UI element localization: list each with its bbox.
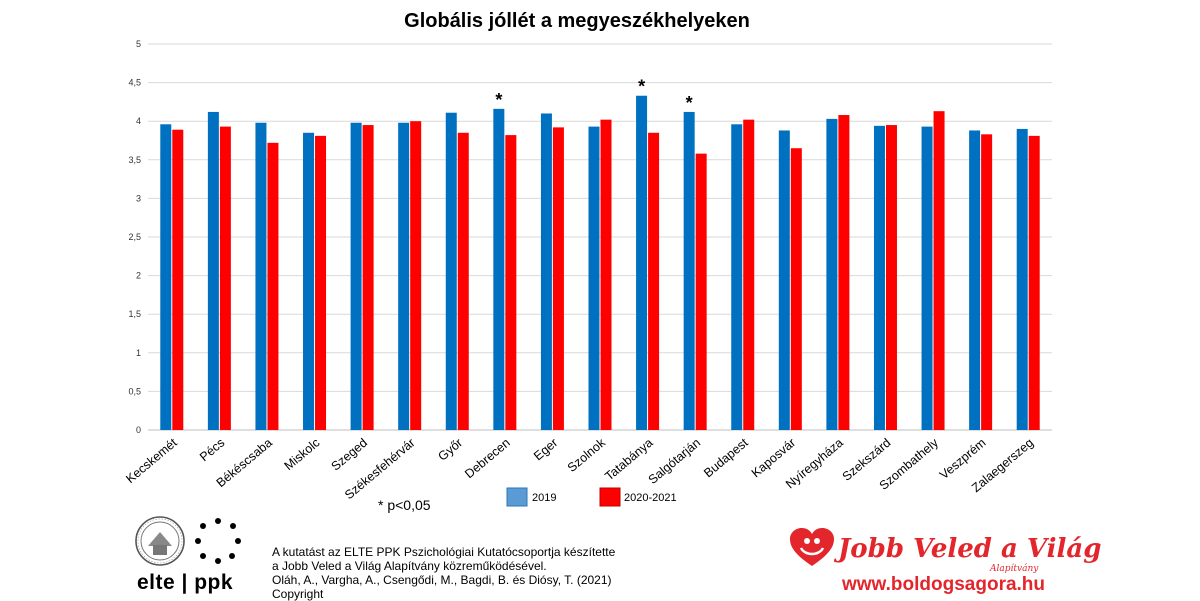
legend-label-2020-2021: 2020-2021 [624,492,677,504]
bar-2020-2021 [552,127,564,430]
bar-2019 [493,108,505,431]
y-tick-label: 4 [136,116,141,126]
footer-credits: A kutatást az ELTE PPK Pszichológiai Kut… [272,545,615,601]
legend-label-2019: 2019 [532,492,556,504]
y-tick-label: 2 [136,271,141,281]
ppk-dots-icon [195,518,241,564]
bar-2020-2021 [172,129,184,430]
elte-seal-icon [135,516,185,566]
bar-2019 [160,124,172,431]
x-tick-label: Kecskemét [123,435,180,486]
y-tick-label: 5 [136,39,141,49]
significance-star: * [638,77,645,97]
bar-2019 [303,132,315,430]
footer-line: a Jobb Veled a Világ Alapítvány közreműk… [272,559,547,573]
gridlines [148,43,1052,431]
bar-2019 [636,95,648,430]
significance-note: * p<0,05 [378,497,431,513]
y-axis-ticks: 0 0,5 1 1,5 2 2,5 3 3,5 4 4,5 5 [128,39,141,435]
significance-star: * [495,90,502,110]
bar-2020-2021 [410,121,422,430]
bar-2019 [921,126,933,430]
y-tick-label: 1 [136,348,141,358]
elte-ppk-logo [132,514,252,596]
bar-2019 [207,111,219,430]
bar-2019 [969,130,981,431]
chart-title: Globális jóllét a megyeszékhelyeken [404,10,750,32]
brand-name: Jobb Veled a Világ [838,534,1102,564]
x-tick-label: Győr [435,436,465,464]
bar-2020-2021 [838,115,850,431]
bar-2020-2021 [362,125,374,430]
x-tick-label: Szeged [329,436,371,474]
bar-2019 [350,122,362,430]
bar-2020-2021 [981,134,993,430]
x-tick-label: Salgótarján [646,436,703,487]
heart-icon [790,528,834,566]
bar-2020-2021 [933,111,945,430]
elte-ppk-label: elte | ppk [137,571,234,594]
bar-2019 [778,130,790,431]
bar-2020-2021 [457,132,469,430]
bars [160,95,1040,431]
x-tick-label: Budapest [701,435,751,480]
bar-2020-2021 [790,148,802,430]
y-tick-label: 3,5 [128,155,141,165]
y-tick-label: 0 [136,425,141,435]
x-tick-label: Pécs [197,436,227,465]
footer-line: Oláh, A., Vargha, A., Csengődi, M., Bagd… [272,573,612,587]
bar-2019 [1016,128,1028,431]
bar-2020-2021 [505,135,517,430]
brand-url[interactable]: www.boldogsagora.hu [842,574,1046,595]
y-tick-label: 4,5 [128,78,141,88]
bar-2020-2021 [1028,135,1040,431]
bar-2020-2021 [743,119,755,430]
bar-2019 [255,122,267,430]
y-tick-label: 1,5 [128,309,141,319]
bar-2019 [683,111,695,430]
bar-2020-2021 [695,153,707,430]
bar-2019 [826,118,838,430]
brand-logo: Jobb Veled a Világ Alapítvány www.boldog… [790,524,1101,600]
bar-2019 [398,122,410,430]
bar-2020-2021 [600,119,612,430]
y-tick-label: 2,5 [128,232,141,242]
legend: 2019 2020-2021 [506,487,677,507]
x-tick-label: Szolnok [565,435,609,475]
y-tick-label: 3 [136,193,141,203]
significance-star: * [686,93,693,113]
x-tick-label: Eger [531,436,560,464]
y-tick-label: 0,5 [128,386,141,396]
bar-2020-2021 [648,132,660,430]
significance-markers: * * * [495,77,692,113]
bar-2019 [540,113,552,430]
bar-2020-2021 [885,125,897,430]
x-tick-label: Miskolc [282,436,323,474]
bar-2019 [588,126,600,430]
footer-line: A kutatást az ELTE PPK Pszichológiai Kut… [272,545,616,559]
bar-2019 [445,112,457,430]
bar-2020-2021 [219,126,231,430]
legend-swatch-2020-2021 [599,487,621,507]
bar-2020-2021 [267,142,279,431]
footer-line: Copyright [272,587,324,601]
brand-subtitle: Alapítvány [990,564,1039,574]
bar-2020-2021 [315,135,327,431]
x-tick-label: Debrecen [462,436,513,482]
bar-2019 [873,125,885,430]
legend-swatch-2019 [506,487,528,507]
bar-2019 [731,124,743,431]
